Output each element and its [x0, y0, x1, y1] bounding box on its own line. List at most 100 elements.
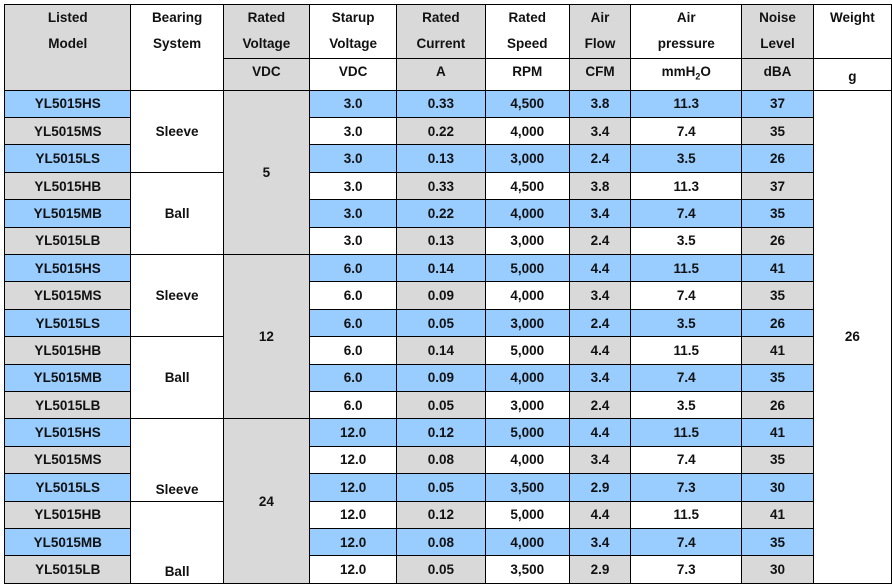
air-flow-cell: 3.4 — [568, 117, 632, 146]
current-cell: 0.09 — [396, 363, 486, 392]
col-header-weight: Weight — [812, 4, 892, 59]
air-pressure-cell: 7.4 — [630, 117, 743, 146]
noise-cell: 41 — [741, 500, 814, 529]
air-pressure-cell: 7.4 — [630, 363, 743, 392]
header-text: Air — [676, 10, 696, 25]
noise-cell: 30 — [741, 473, 814, 502]
unit-startup-voltage: VDC — [308, 58, 398, 91]
noise-cell: 37 — [741, 89, 814, 119]
model-cell: YL5015MS — [3, 281, 132, 310]
table-row: YL5015HB Ball 12.0 0.12 5,000 4.4 11.5 41 — [3, 500, 892, 584]
startup-voltage-cell: 12.0 — [308, 445, 398, 475]
speed-cell: 3,000 — [484, 144, 570, 173]
air-flow-cell: 4.4 — [568, 254, 632, 283]
speed-cell: 5,000 — [484, 336, 570, 365]
noise-cell: 41 — [741, 418, 814, 447]
col-header-current: Rated Current — [396, 4, 486, 59]
unit-speed: RPM — [484, 58, 570, 91]
unit-air-pressure: mmH2O — [630, 58, 743, 91]
air-pressure-cell: 3.5 — [630, 144, 743, 173]
header-text: Flow — [584, 36, 616, 51]
air-flow-cell: 4.4 — [568, 500, 632, 529]
air-pressure-cell: 7.3 — [630, 473, 743, 502]
air-pressure-cell: 3.5 — [630, 308, 743, 338]
model-cell: YL5015MB — [3, 363, 132, 392]
current-cell: 0.05 — [396, 390, 486, 420]
air-pressure-cell: 7.4 — [630, 527, 743, 557]
startup-voltage-cell: 3.0 — [308, 117, 398, 146]
speed-cell: 4,000 — [484, 281, 570, 310]
header-text: Bearing — [151, 10, 203, 25]
model-cell: YL5015MS — [3, 117, 132, 146]
table-row: YL5015MS 12.0 0.08 4,000 3.4 7.4 35 — [3, 445, 892, 475]
noise-cell: 35 — [741, 199, 814, 228]
current-cell: 0.33 — [396, 89, 486, 119]
table-row: YL5015MB 12.0 0.08 4,000 3.4 7.4 35 — [3, 527, 892, 557]
col-header-air-pressure: Air pressure — [630, 4, 743, 59]
col-header-bearing: Bearing System — [130, 4, 224, 91]
header-text: Air — [590, 10, 610, 25]
header-text: Voltage — [329, 36, 378, 51]
air-flow-cell: 2.4 — [568, 226, 632, 256]
speed-cell: 4,500 — [484, 89, 570, 119]
table-row: YL5015LB 6.0 0.05 3,000 2.4 3.5 26 — [3, 390, 892, 420]
table-row: YL5015HB Ball 6.0 0.14 5,000 4.4 11.5 41 — [3, 336, 892, 420]
air-flow-cell: 3.4 — [568, 281, 632, 310]
air-pressure-cell: 3.5 — [630, 226, 743, 256]
table-row: YL5015LS 3.0 0.13 3,000 2.4 3.5 26 — [3, 144, 892, 173]
current-cell: 0.05 — [396, 308, 486, 338]
model-cell: YL5015LS — [3, 144, 132, 173]
header-text: Listed — [47, 10, 88, 25]
startup-voltage-cell: 6.0 — [308, 308, 398, 338]
header-text: pressure — [657, 36, 715, 51]
current-cell: 0.08 — [396, 527, 486, 557]
unit-air-flow: CFM — [568, 58, 632, 91]
current-cell: 0.14 — [396, 254, 486, 283]
bearing-cell: Sleeve — [130, 89, 224, 173]
rated-voltage-cell: 5 — [222, 89, 311, 256]
header-row: Listed Model Bearing System Rated Voltage S… — [3, 4, 892, 91]
noise-cell: 41 — [741, 336, 814, 365]
header-text: Model — [48, 36, 88, 51]
startup-voltage-cell: 12.0 — [308, 473, 398, 502]
noise-cell: 35 — [741, 445, 814, 475]
air-flow-cell: 3.4 — [568, 445, 632, 475]
header-text: Voltage — [242, 36, 291, 51]
header-text: Current — [416, 36, 466, 51]
bearing-cell: Ball — [130, 500, 224, 584]
col-header-noise: Noise Level — [741, 4, 814, 59]
unit-text: O — [700, 64, 711, 79]
air-flow-cell: 2.4 — [568, 144, 632, 173]
air-pressure-cell: 7.4 — [630, 445, 743, 475]
air-flow-cell: 4.4 — [568, 336, 632, 365]
header-text: Rated — [247, 10, 286, 25]
current-cell: 0.12 — [396, 500, 486, 529]
model-cell: YL5015MB — [3, 527, 132, 557]
model-cell: YL5015LB — [3, 226, 132, 256]
unit-current: A — [396, 58, 486, 91]
rated-voltage-cell: 12 — [222, 254, 311, 420]
startup-voltage-cell: 3.0 — [308, 144, 398, 173]
bearing-cell: Sleeve — [130, 254, 224, 338]
noise-cell: 35 — [741, 527, 814, 557]
noise-cell: 26 — [741, 308, 814, 338]
startup-voltage-cell: 6.0 — [308, 336, 398, 365]
col-header-speed: Rated Speed — [484, 4, 570, 59]
air-flow-cell: 2.4 — [568, 308, 632, 338]
air-flow-cell: 3.8 — [568, 171, 632, 201]
model-cell: YL5015LB — [3, 390, 132, 420]
air-flow-cell: 2.9 — [568, 555, 632, 584]
model-cell: YL5015MB — [3, 199, 132, 228]
current-cell: 0.05 — [396, 555, 486, 584]
table-row: YL5015HS Sleeve 24 12.0 0.12 5,000 4.4 11.5 41 — [3, 418, 892, 584]
current-cell: 0.08 — [396, 445, 486, 475]
startup-voltage-cell: 3.0 — [308, 89, 398, 119]
startup-voltage-cell: 3.0 — [308, 171, 398, 201]
air-flow-cell: 4.4 — [568, 418, 632, 447]
current-cell: 0.12 — [396, 418, 486, 447]
current-cell: 0.13 — [396, 144, 486, 173]
table-row: YL5015MB 3.0 0.22 4,000 3.4 7.4 35 — [3, 199, 892, 228]
noise-cell: 26 — [741, 390, 814, 420]
air-pressure-cell: 11.3 — [630, 89, 743, 119]
speed-cell: 3,500 — [484, 555, 570, 584]
